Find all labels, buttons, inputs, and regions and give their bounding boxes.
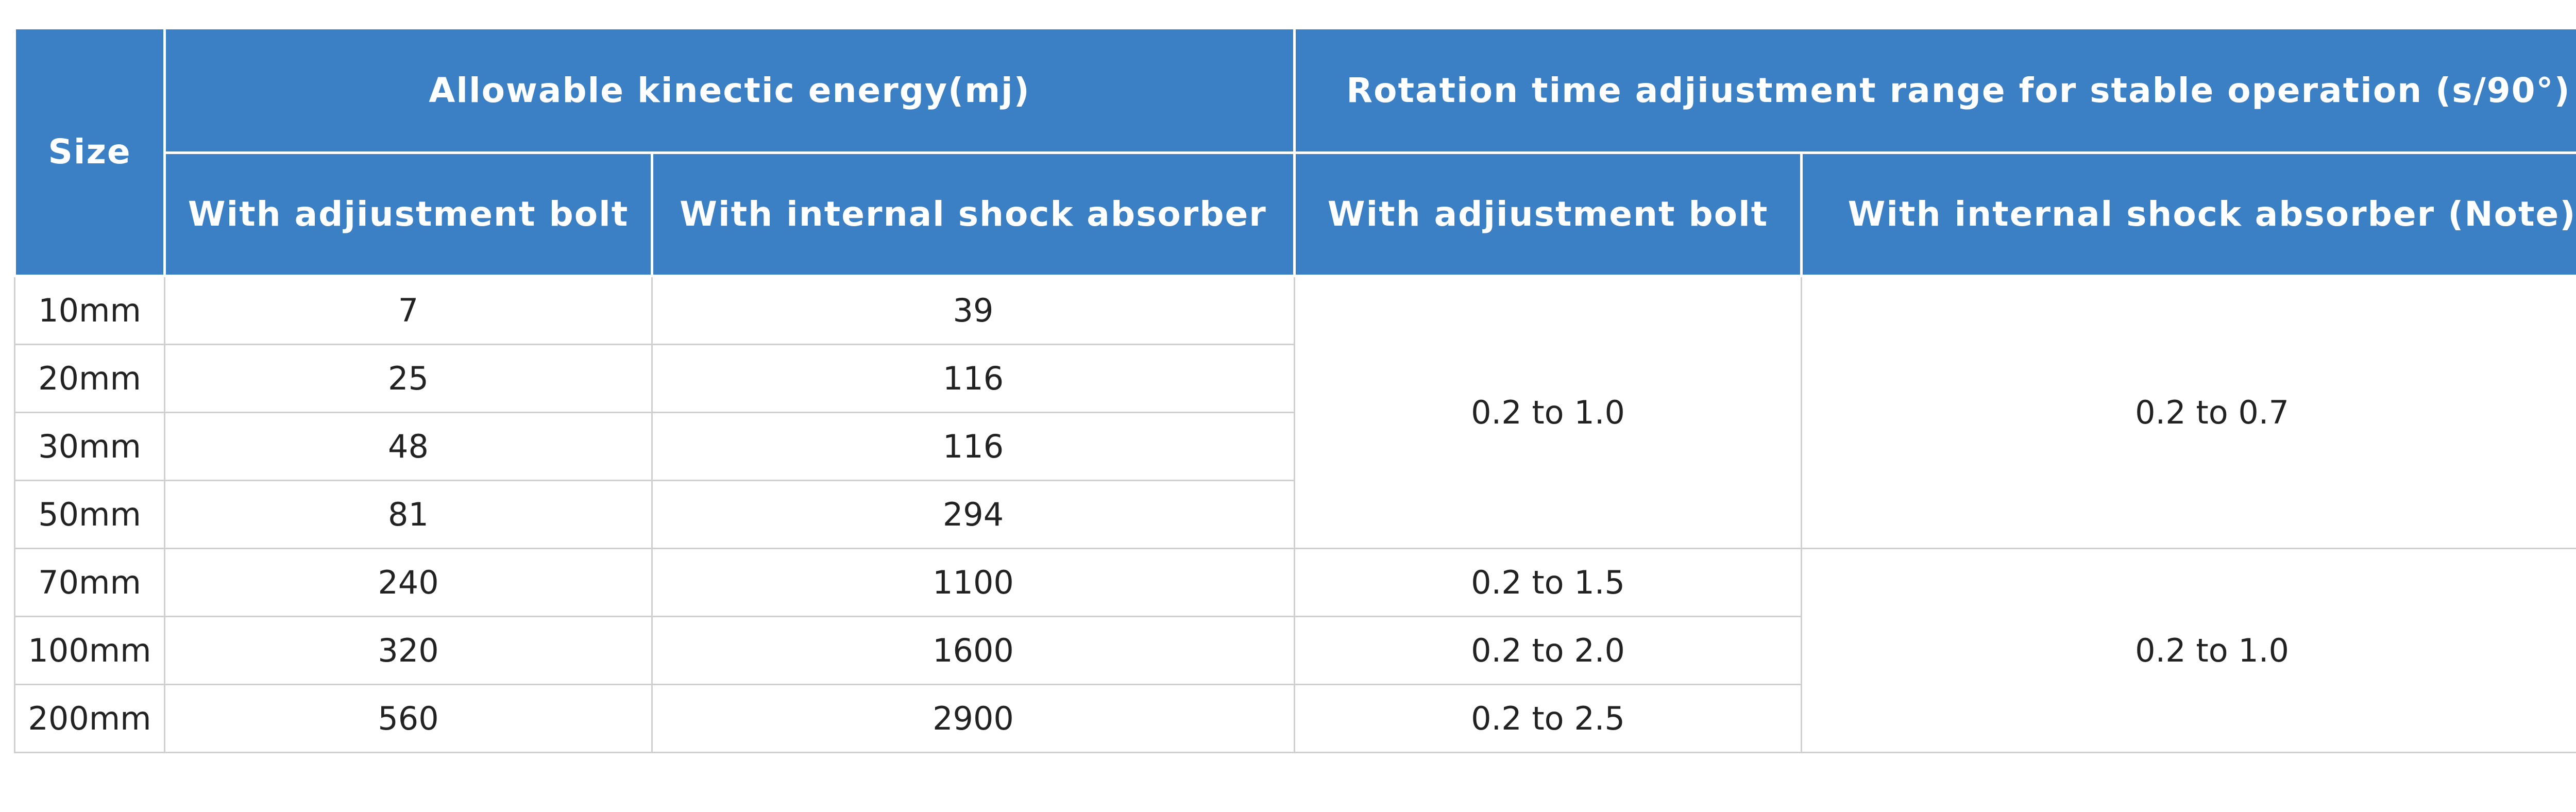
cell: 1600 (651, 616, 1295, 685)
header-cell: With internal shock absorber (651, 151, 1296, 277)
cell: 560 (164, 684, 653, 753)
cell: 39 (651, 275, 1295, 345)
cell: 20mm (14, 344, 165, 413)
header-cell: With internal shock absorber (Note) (1800, 151, 2576, 277)
spec-table: Size Allowable kinectic energy(mj) Rotat… (13, 27, 2576, 753)
header-cell: With adjiustment bolt (1293, 151, 1803, 277)
cell: 294 (651, 480, 1295, 549)
cell: 320 (164, 616, 653, 685)
cell: 0.2 to 0.7 (1800, 275, 2576, 549)
cell: 70mm (14, 548, 165, 617)
cell: 50mm (14, 480, 165, 549)
header-cell: With adjiustment bolt (163, 151, 653, 277)
cell: 81 (164, 480, 653, 549)
cell: 0.2 to 1.0 (1294, 275, 1802, 549)
cell: 240 (164, 548, 653, 617)
header-cell: Allowable kinectic energy(mj) (163, 27, 1296, 154)
header-cell: Size (13, 27, 166, 277)
cell: 116 (651, 412, 1295, 481)
cell: 30mm (14, 412, 165, 481)
cell: 0.2 to 1.0 (1800, 548, 2576, 753)
cell: 1100 (651, 548, 1295, 617)
header-cell: Rotation time adjiustment range for stab… (1293, 27, 2576, 154)
cell: 0.2 to 2.5 (1294, 684, 1802, 753)
cell: 25 (164, 344, 653, 413)
cell: 10mm (14, 275, 165, 345)
cell: 116 (651, 344, 1295, 413)
cell: 0.2 to 2.0 (1294, 616, 1802, 685)
cell: 100mm (14, 616, 165, 685)
cell: 7 (164, 275, 653, 345)
cell: 2900 (651, 684, 1295, 753)
cell: 200mm (14, 684, 165, 753)
cell: 48 (164, 412, 653, 481)
cell: 0.2 to 1.5 (1294, 548, 1802, 617)
